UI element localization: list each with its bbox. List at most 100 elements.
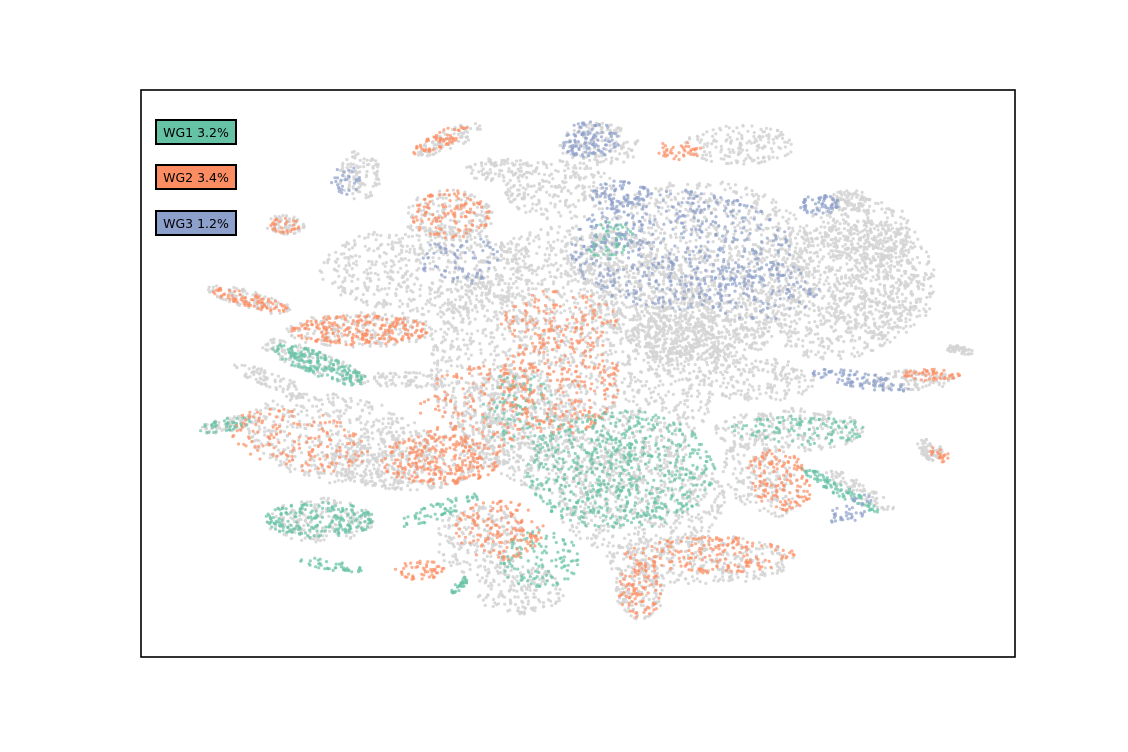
background-cell-point — [507, 299, 511, 303]
background-cell-point — [444, 401, 448, 405]
background-cell-point — [709, 249, 713, 253]
background-cell-point — [674, 235, 678, 240]
background-cell-point — [410, 234, 414, 238]
background-cell-point — [765, 255, 769, 259]
background-cell-point — [548, 316, 552, 320]
background-cell-point — [883, 300, 887, 304]
background-cell-point — [808, 231, 813, 235]
background-cell-point — [838, 222, 842, 226]
background-cell-point — [467, 296, 471, 300]
background-cell-point — [465, 332, 469, 336]
background-cell-point — [669, 233, 673, 238]
background-cell-point — [790, 331, 794, 335]
background-cell-point — [617, 306, 621, 311]
background-cell-point — [574, 224, 578, 228]
background-cell-point — [836, 353, 841, 357]
background-cell-point — [703, 412, 707, 416]
background-cell-point — [467, 322, 471, 326]
background-cell-point — [493, 367, 497, 372]
background-cell-point — [764, 217, 768, 221]
background-cell-point — [566, 447, 570, 451]
background-cell-point — [786, 257, 790, 261]
background-cell-point — [673, 298, 678, 302]
background-cell-point — [874, 278, 878, 282]
background-cell-point — [363, 284, 367, 288]
background-cell-point — [605, 279, 609, 283]
background-cell-point — [907, 276, 911, 280]
background-cell-point — [918, 300, 922, 304]
background-cell-point — [707, 395, 712, 399]
background-cell-point — [629, 378, 634, 382]
background-cell-point — [681, 196, 686, 200]
background-cell-point — [806, 314, 810, 318]
background-cell-point — [904, 269, 908, 273]
background-cell-point — [746, 298, 750, 303]
background-cell-point — [844, 329, 848, 333]
background-cell-point — [507, 309, 511, 313]
background-cell-point — [434, 387, 438, 391]
background-cell-point — [662, 276, 667, 280]
background-cell-point — [848, 299, 852, 303]
background-cell-point — [783, 307, 787, 311]
background-cell-point — [452, 386, 456, 390]
background-cell-point — [647, 387, 652, 391]
background-cell-point — [539, 227, 543, 232]
background-cell-point — [771, 226, 775, 230]
background-cell-point — [746, 212, 751, 216]
background-cell-point — [750, 260, 754, 264]
background-cell-point — [627, 275, 631, 279]
background-cell-point — [765, 214, 769, 218]
background-cell-point — [860, 266, 864, 270]
background-cell-point — [564, 343, 568, 347]
background-cell-point — [881, 325, 885, 329]
background-cell-point — [831, 295, 835, 299]
background-cell-point — [322, 261, 326, 265]
background-cell-point — [841, 350, 845, 354]
background-cell-point — [613, 404, 617, 408]
background-cell-point — [404, 271, 408, 275]
background-cell-point — [585, 251, 589, 255]
background-cell-point — [896, 330, 901, 334]
background-cell-point — [865, 315, 869, 319]
background-cell-point — [646, 367, 651, 372]
background-cell-point — [661, 405, 665, 410]
background-cell-point — [812, 268, 817, 273]
background-cell-point — [545, 308, 549, 312]
background-cell-point — [495, 328, 499, 332]
background-cell-point — [685, 394, 689, 398]
background-cell-point — [477, 280, 482, 284]
background-cell-point — [900, 258, 904, 262]
background-cell-point — [670, 331, 674, 335]
background-cell-point — [919, 297, 923, 301]
background-cell-point — [863, 261, 867, 265]
background-cell-point — [696, 200, 700, 204]
background-cell-point — [801, 339, 805, 343]
background-cell-point — [546, 287, 551, 291]
background-cell-point — [660, 401, 664, 405]
background-cell-point — [714, 228, 718, 232]
background-cell-point — [898, 315, 902, 319]
background-cell-point — [559, 275, 563, 279]
background-cell-point — [746, 257, 750, 261]
background-cell-point — [877, 277, 881, 281]
background-cell-point — [517, 257, 521, 261]
background-cell-point — [614, 471, 618, 475]
background-cell-point — [904, 296, 908, 300]
background-cell-point — [779, 329, 783, 333]
background-cell-point — [624, 267, 629, 271]
background-cell-point — [802, 353, 806, 357]
background-cell-point — [619, 330, 623, 334]
background-cell-point — [625, 264, 629, 268]
background-cell-point — [658, 201, 662, 205]
background-cell-point — [865, 270, 869, 274]
background-cell-point — [852, 280, 856, 284]
background-cell-point — [837, 268, 841, 273]
background-cell-point — [763, 318, 767, 322]
background-cell-point — [447, 383, 451, 387]
background-cell-point — [634, 380, 638, 384]
background-cell-point — [795, 242, 799, 246]
background-cell-point — [874, 308, 878, 312]
background-cell-point — [667, 410, 671, 414]
background-cell-point — [486, 317, 491, 321]
background-cell-point — [449, 287, 453, 291]
